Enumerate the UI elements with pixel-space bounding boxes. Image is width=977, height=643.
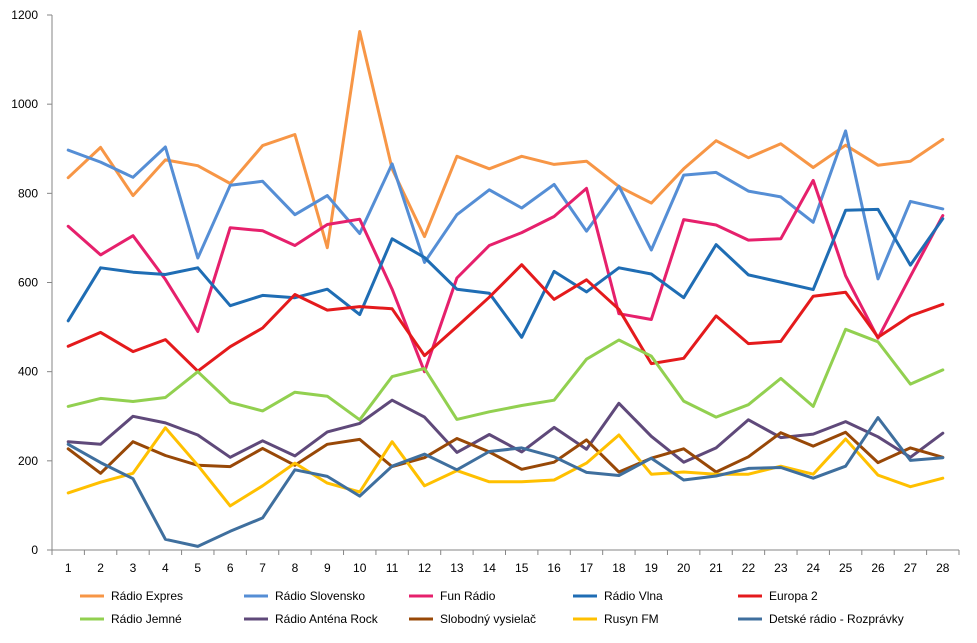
x-tick-label: 20 [677, 561, 691, 575]
x-tick-label: 28 [936, 561, 950, 575]
legend-label: Rádio Expres [111, 589, 183, 603]
y-tick-label: 400 [18, 365, 38, 379]
legend-label: Rádio Slovensko [275, 589, 365, 603]
y-tick-label: 800 [18, 186, 38, 200]
y-tick-label: 0 [31, 543, 38, 557]
x-tick-label: 11 [386, 561, 399, 575]
series-line-8 [66, 430, 945, 475]
series-line-4 [66, 207, 945, 339]
x-tick-label: 6 [227, 561, 234, 575]
x-tick-label: 25 [839, 561, 853, 575]
legend-label: Rádio Anténa Rock [275, 612, 379, 626]
series-line-5 [66, 263, 945, 373]
x-tick-label: 21 [709, 561, 723, 575]
x-tick-label: 16 [547, 561, 561, 575]
x-tick-label: 14 [483, 561, 497, 575]
x-tick-label: 18 [612, 561, 626, 575]
series-line-1 [66, 30, 945, 250]
legend-label: Rádio Jemné [111, 612, 182, 626]
y-tick-label: 1000 [11, 97, 38, 111]
x-tick-label: 10 [353, 561, 367, 575]
x-tick-label: 3 [130, 561, 137, 575]
x-tick-label: 27 [904, 561, 918, 575]
y-tick-label: 600 [18, 276, 38, 290]
x-tick-label: 26 [871, 561, 885, 575]
x-tick-label: 2 [97, 561, 104, 575]
x-tick-label: 13 [450, 561, 464, 575]
legend-label: Detské rádio - Rozprávky [769, 612, 904, 626]
legend-label: Fun Rádio [440, 589, 496, 603]
legend-label: Europa 2 [769, 589, 818, 603]
series-line-9 [66, 426, 945, 508]
series-line-3 [66, 178, 945, 374]
x-tick-label: 12 [418, 561, 432, 575]
x-tick-label: 9 [324, 561, 331, 575]
series-line-10 [66, 416, 945, 548]
series-line-2 [66, 129, 945, 281]
series-line-6 [66, 327, 945, 422]
x-tick-label: 8 [292, 561, 299, 575]
x-tick-label: 7 [259, 561, 266, 575]
x-tick-label: 1 [65, 561, 72, 575]
x-tick-label: 22 [742, 561, 756, 575]
series-line-7 [66, 398, 945, 464]
x-tick-label: 23 [774, 561, 788, 575]
x-tick-label: 24 [807, 561, 821, 575]
x-tick-label: 19 [645, 561, 659, 575]
legend-label: Rusyn FM [604, 612, 659, 626]
x-tick-label: 4 [162, 561, 169, 575]
y-tick-label: 200 [18, 454, 38, 468]
y-tick-label: 1200 [11, 8, 38, 22]
legend-label: Rádio Vlna [604, 589, 663, 603]
x-tick-label: 15 [515, 561, 529, 575]
x-tick-label: 17 [580, 561, 594, 575]
x-tick-label: 5 [194, 561, 201, 575]
legend-label: Slobodný vysielač [440, 612, 536, 626]
